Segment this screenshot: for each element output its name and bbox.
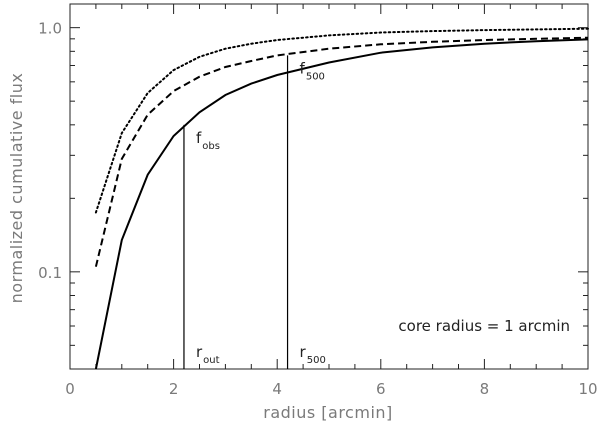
labels-layer: 0 2 4 6 8 10 0.1 1.0	[38, 20, 597, 398]
marker-flux-label-500: f500	[300, 59, 325, 82]
y-axis-title: normalized cumulative flux	[7, 73, 26, 304]
marker-radius-label-out: rout	[196, 343, 220, 366]
y-tick-label: 1.0	[38, 20, 62, 38]
x-axis-title: radius [arcmin]	[263, 403, 393, 422]
x-tick-label: 2	[169, 380, 179, 398]
x-tick-label: 6	[376, 380, 386, 398]
x-tick-label: 8	[480, 380, 490, 398]
plot-area	[69, 3, 589, 370]
x-tick-label: 4	[272, 380, 282, 398]
series-dotted-line	[94, 27, 589, 214]
series-solid-line	[94, 38, 589, 370]
y-tick-label: 0.1	[38, 264, 62, 282]
core-radius-annotation: core radius = 1 arcmin	[398, 317, 570, 335]
markers-layer: fobs rout f500 r500	[183, 55, 326, 369]
x-tick-label: 10	[578, 380, 597, 398]
series-dashed-line	[94, 36, 589, 267]
x-tick-label: 0	[65, 380, 75, 398]
marker-flux-label-obs: fobs	[196, 129, 220, 152]
axis-ticks	[69, 4, 589, 369]
series-layer	[94, 27, 589, 370]
marker-radius-label-500: r500	[300, 343, 326, 366]
plot-frame	[69, 3, 589, 370]
